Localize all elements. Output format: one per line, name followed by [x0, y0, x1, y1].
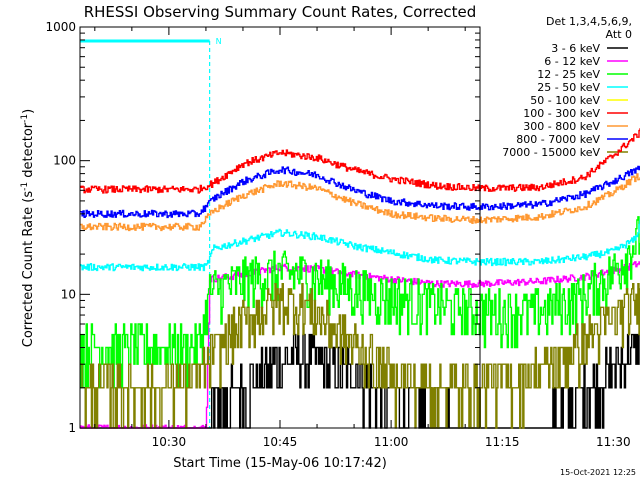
- legend-label-8: 7000 - 15000 keV: [502, 146, 600, 159]
- x-tick-label: 10:45: [263, 435, 298, 449]
- series-line-7: [80, 165, 640, 219]
- legend-label-6: 300 - 800 keV: [523, 120, 600, 133]
- x-tick-label: 11:15: [485, 435, 520, 449]
- legend-label-2: 12 - 25 keV: [537, 68, 600, 81]
- x-tick-label: 11:30: [596, 435, 631, 449]
- legend-label-4: 50 - 100 keV: [530, 94, 600, 107]
- y-axis-label: Corrected Count Rate (s-1 detector-1): [20, 109, 36, 347]
- legend-label-1: 6 - 12 keV: [544, 55, 600, 68]
- x-tick-label: 10:30: [152, 435, 187, 449]
- legend-header-2: Att 0: [606, 28, 632, 41]
- chart-title: RHESSI Observing Summary Count Rates, Co…: [84, 3, 477, 21]
- series-line-2: [80, 216, 640, 389]
- y-tick-label: 100: [53, 154, 76, 168]
- x-axis-label: Start Time (15-May-06 10:17:42): [173, 456, 387, 471]
- legend-label-7: 800 - 7000 keV: [516, 133, 600, 146]
- x-tick-label: 11:00: [374, 435, 409, 449]
- series-line-8: [80, 283, 640, 429]
- legend-label-3: 25 - 50 keV: [537, 81, 600, 94]
- footer-timestamp: 15-Oct-2021 12:25: [560, 468, 636, 477]
- legend-label-5: 100 - 300 keV: [523, 107, 600, 120]
- series-line-3: [80, 219, 640, 272]
- series-line-6: [80, 173, 640, 232]
- series-line-5: [80, 128, 640, 194]
- y-tick-label: 1: [68, 421, 76, 435]
- flag-label-saa: N: [216, 37, 222, 46]
- legend-header-1: Det 1,3,4,5,6,9,: [546, 15, 632, 28]
- y-tick-label: 10: [61, 287, 76, 301]
- legend-label-0: 3 - 6 keV: [551, 42, 600, 55]
- y-tick-label: 1000: [45, 20, 76, 34]
